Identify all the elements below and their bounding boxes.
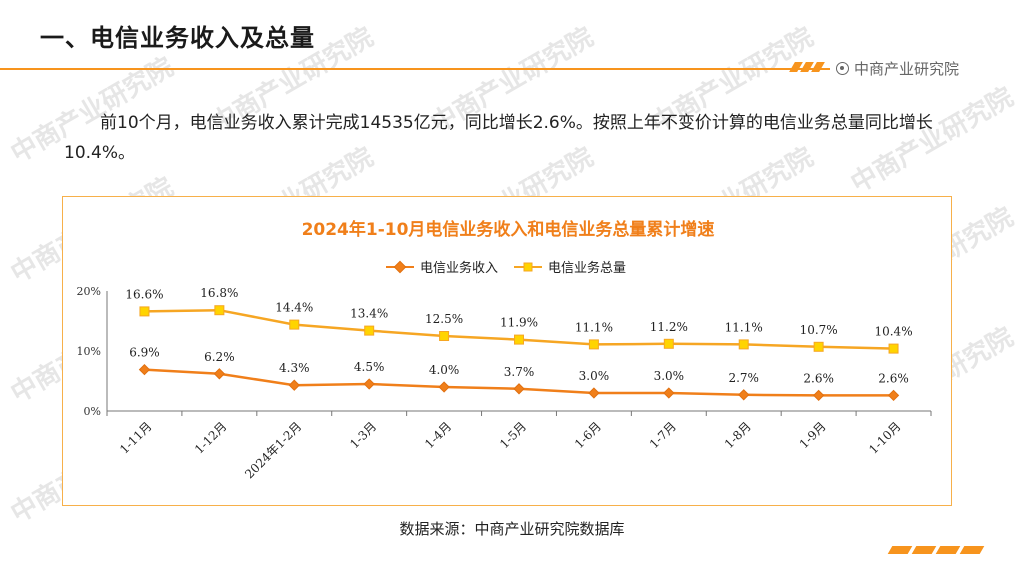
series-point-1 (139, 306, 150, 317)
series-point-1 (514, 334, 524, 345)
legend-marker-0 (393, 260, 407, 274)
x-tick-label: 2024年1-2月 (242, 419, 304, 481)
brand-logo-icon (836, 62, 849, 75)
x-tick-label: 1-8月 (722, 419, 754, 451)
data-label-1: 10.4% (874, 325, 912, 339)
footer-stripes (887, 546, 985, 554)
header-stripes (789, 62, 828, 72)
series-point-1 (588, 339, 599, 350)
data-label-1: 16.8% (200, 286, 238, 300)
data-source: 数据来源：中商产业研究院数据库 (399, 520, 625, 538)
series-point-0 (588, 387, 600, 399)
x-tick-label: 1-12月 (192, 419, 229, 456)
series-point-1 (289, 319, 300, 330)
series-point-0 (138, 363, 151, 376)
series-point-0 (513, 383, 525, 395)
x-tick-label: 1-10月 (866, 419, 903, 456)
data-label-0: 2.7% (728, 371, 759, 385)
series-point-0 (738, 389, 750, 401)
x-tick-label: 1-9月 (797, 419, 829, 451)
data-label-1: 11.2% (650, 320, 688, 334)
x-tick-label: 1-11月 (117, 419, 154, 456)
series-point-0 (887, 389, 900, 402)
x-tick-label: 1-7月 (647, 419, 679, 451)
y-tick-label: 10% (77, 345, 101, 358)
series-point-0 (288, 379, 300, 391)
data-label-0: 6.9% (129, 346, 160, 360)
brand: 中商产业研究院 (836, 58, 959, 79)
series-point-1 (214, 305, 225, 316)
data-label-0: 3.0% (654, 369, 685, 383)
data-label-1: 14.4% (275, 301, 313, 315)
series-point-0 (663, 387, 675, 399)
series-point-1 (813, 341, 824, 352)
data-label-0: 3.7% (504, 365, 535, 379)
brand-name: 中商产业研究院 (854, 60, 960, 78)
header-divider (0, 68, 830, 70)
data-label-0: 2.6% (803, 371, 834, 385)
y-tick-label: 0% (84, 405, 101, 418)
series-point-1 (888, 343, 899, 354)
data-label-0: 3.0% (579, 369, 610, 383)
data-label-0: 6.2% (204, 350, 235, 364)
series-point-0 (438, 381, 450, 393)
data-label-1: 11.9% (500, 316, 538, 330)
data-label-1: 13.4% (350, 307, 388, 321)
chart-title: 2024年1-10月电信业务收入和电信业务总量累计增速 (302, 219, 715, 240)
x-tick-label: 1-6月 (572, 419, 604, 451)
legend-label-1: 电信业务总量 (548, 260, 626, 276)
data-label-0: 4.5% (354, 360, 385, 374)
data-label-0: 2.6% (878, 371, 909, 385)
data-label-0: 4.0% (429, 363, 460, 377)
data-label-1: 11.1% (725, 320, 763, 334)
legend-marker-1 (523, 262, 533, 272)
chart-container: 2024年1-10月电信业务收入和电信业务总量累计增速电信业务收入 电信业务总量 0… (62, 196, 952, 506)
series-point-1 (738, 339, 749, 350)
series-point-1 (663, 338, 674, 349)
legend-label-0: 电信业务收入 (420, 260, 498, 276)
x-tick-label: 1-4月 (422, 419, 454, 451)
summary-paragraph: 前10个月，电信业务收入累计完成14535亿元，同比增长2.6%。按照上年不变价… (64, 113, 933, 163)
data-label-1: 16.6% (125, 287, 163, 301)
series-point-0 (213, 368, 226, 380)
series-point-1 (439, 331, 450, 341)
series-point-1 (364, 325, 375, 336)
data-label-0: 4.3% (279, 361, 310, 375)
x-tick-label: 1-5月 (497, 419, 529, 451)
series-point-0 (363, 378, 375, 390)
y-tick-label: 20% (77, 285, 101, 298)
series-point-0 (812, 389, 825, 402)
data-label-1: 11.1% (575, 320, 613, 334)
data-label-1: 10.7% (800, 323, 838, 337)
page-title: 一、电信业务收入及总量 (40, 24, 315, 52)
data-label-1: 12.5% (425, 312, 463, 326)
x-tick-label: 1-3月 (347, 419, 379, 451)
